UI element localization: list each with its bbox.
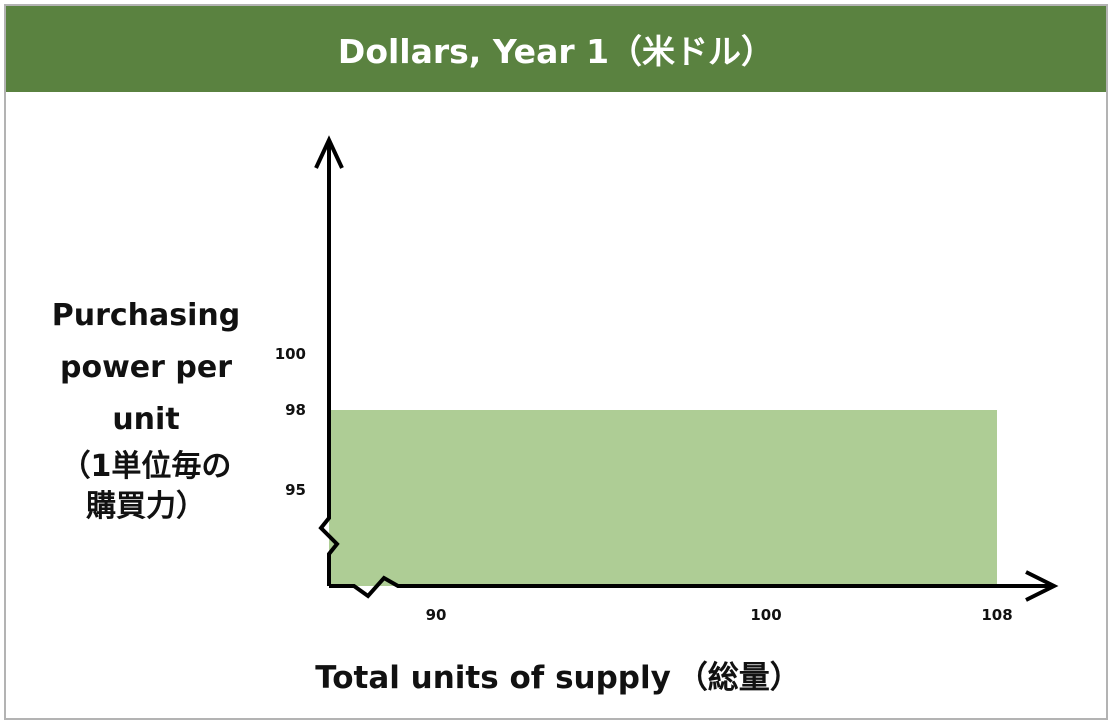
y-axis-label-jp-line-2: 購買力）: [86, 489, 206, 524]
x-tick-label: 100: [750, 606, 781, 624]
x-axis-arrow: [1025, 570, 1059, 602]
y-axis-label: Purchasing power per unit （1単位毎の 購買力）: [28, 290, 264, 526]
y-axis-label-line-1: Purchasing: [51, 298, 241, 333]
y-axis-label-line-3: unit: [112, 402, 180, 437]
x-tick-label: 90: [426, 606, 447, 624]
chart-title: Dollars, Year 1（米ドル）: [6, 6, 1106, 92]
y-axis-label-jp-line-1: （1単位毎の: [60, 449, 232, 484]
x-axis-label-jp: （総量）: [676, 660, 801, 696]
y-axis-arrow: [314, 135, 344, 169]
area-series: [329, 410, 997, 586]
chart-plot: 90 100 108 95 98 100: [275, 135, 1059, 624]
y-axis-label-line-2: power per: [59, 350, 232, 385]
x-axis-line: [329, 575, 1052, 599]
y-tick-label: 95: [285, 481, 306, 499]
y-axis-line: [318, 140, 340, 586]
y-tick-label: 100: [275, 345, 306, 363]
y-tick-label: 98: [285, 401, 306, 419]
x-axis-label: Total units of supply （総量）: [6, 652, 1110, 697]
chart-frame: Dollars, Year 1（米ドル） Purchasing power pe…: [4, 4, 1108, 720]
x-axis-label-text: Total units of supply: [315, 660, 671, 696]
x-tick-label: 108: [981, 606, 1012, 624]
